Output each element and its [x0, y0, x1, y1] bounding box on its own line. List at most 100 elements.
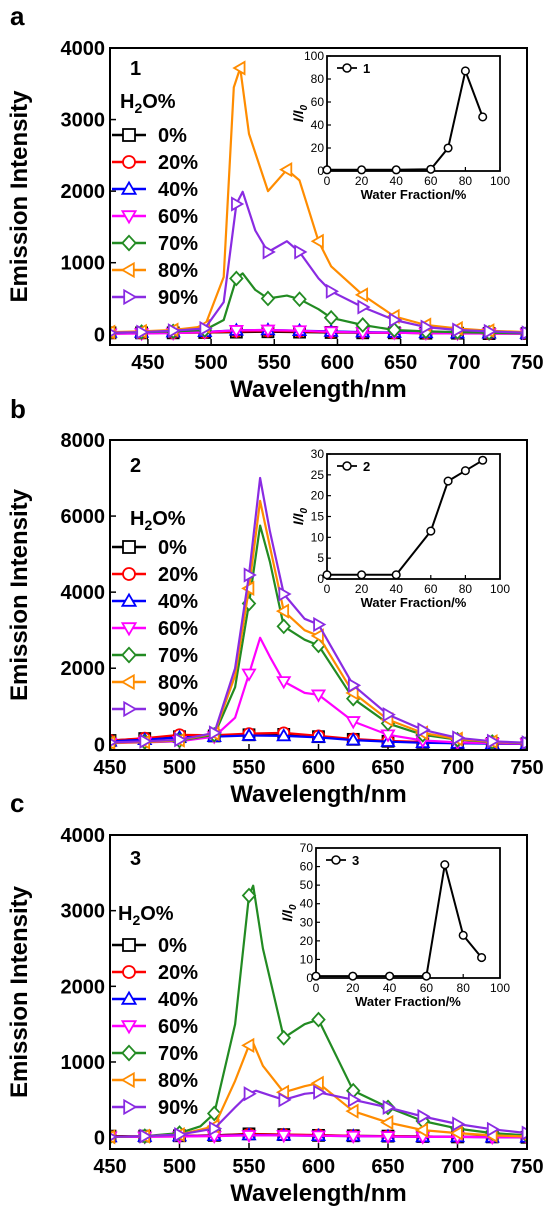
data-point	[323, 326, 339, 340]
x-tick-label: 600	[302, 757, 335, 779]
y-tick-label: 8000	[61, 430, 106, 452]
data-point	[380, 1131, 396, 1145]
data-point	[228, 325, 244, 339]
data-point	[345, 1130, 361, 1144]
legend-title-part: O%	[140, 903, 174, 925]
data-point	[345, 716, 361, 730]
inset-x-tick-label: 60	[424, 174, 438, 188]
inset-data-point	[322, 165, 332, 175]
x-tick-label: 600	[321, 352, 354, 374]
legend-label: 80%	[158, 1070, 198, 1092]
data-point	[452, 1116, 466, 1132]
data-point	[208, 725, 223, 741]
data-point	[310, 628, 324, 644]
y-axis-title: Emission Intensity	[6, 488, 33, 701]
data-point	[279, 162, 293, 178]
x-tick-label: 500	[194, 352, 227, 374]
legend-label: 80%	[158, 260, 198, 282]
data-point	[355, 317, 370, 333]
data-point	[387, 322, 402, 338]
legend-label: 90%	[158, 699, 198, 721]
data-point	[325, 283, 339, 299]
legend-title-part: H	[120, 91, 134, 113]
inset-y-tick-label: 0	[317, 164, 324, 178]
data-point	[276, 1029, 292, 1046]
inset-data-point	[460, 466, 470, 476]
inset-y-tick-label: 0	[306, 971, 313, 985]
legend-item: 70%	[112, 1043, 198, 1065]
legend-marker	[122, 128, 136, 142]
data-point	[241, 1037, 255, 1053]
y-axis-title: Emission Intensity	[6, 885, 33, 1098]
legend-item: 80%	[112, 672, 198, 694]
legend-item: 0%	[112, 125, 187, 147]
legend-label: 70%	[158, 645, 198, 667]
inset-y-axis-title-sub: 0	[299, 507, 310, 513]
data-point	[260, 290, 276, 307]
data-point	[313, 1084, 327, 1100]
legend-marker	[120, 210, 138, 225]
x-tick-label: 450	[93, 757, 126, 779]
inset-y-axis-title-main: I/I	[290, 512, 306, 525]
inset-frame	[326, 55, 501, 172]
inset-data-point	[458, 930, 468, 940]
legend-label: 0%	[158, 935, 187, 957]
inset-data-point	[385, 971, 395, 981]
inset-y-axis-title: I/I0	[290, 507, 310, 525]
data-point	[111, 738, 118, 747]
data-point	[311, 1011, 326, 1028]
data-point	[174, 1127, 188, 1143]
inset-data-point	[426, 526, 436, 536]
data-point	[275, 603, 290, 619]
legend-marker	[122, 155, 136, 169]
legend-label: 20%	[158, 152, 198, 174]
inset-x-tick-label: 40	[390, 174, 404, 188]
x-tick-label: 550	[258, 352, 291, 374]
legend-title-part: H	[118, 903, 132, 925]
legend-marker	[123, 1098, 138, 1116]
x-tick-label: 650	[371, 1156, 404, 1178]
legend-title-subscript: 2	[144, 517, 152, 533]
y-tick-label: 4000	[61, 582, 106, 604]
legend-label: 40%	[158, 591, 198, 613]
legend-title-part: O%	[142, 91, 176, 113]
data-point	[420, 319, 434, 335]
data-point	[262, 244, 276, 260]
data-point	[241, 1130, 257, 1144]
legend-marker	[120, 1020, 138, 1035]
x-tick-label: 450	[131, 352, 164, 374]
data-point	[417, 722, 431, 738]
inset-y-axis-title-main: I/I	[290, 109, 306, 122]
data-point	[449, 1125, 463, 1141]
inset-data-point	[440, 860, 450, 870]
legend-marker	[123, 288, 138, 306]
inset-x-tick-label: 80	[457, 981, 471, 995]
panel-letter: a	[10, 1, 25, 31]
inset-x-axis-title: Water Fraction/%	[355, 994, 461, 1009]
inset-data-point	[443, 476, 453, 486]
data-point	[382, 707, 396, 723]
legend-item: 0%	[112, 935, 187, 957]
legend-item: 60%	[112, 206, 198, 228]
sample-label: 3	[130, 848, 141, 870]
legend-marker	[120, 261, 135, 279]
inset-x-tick-label: 40	[390, 582, 404, 596]
x-tick-label: 550	[232, 1156, 265, 1178]
legend-marker	[123, 700, 138, 718]
data-point	[323, 309, 339, 326]
inset-y-tick-label: 50	[300, 878, 314, 892]
inset-legend-marker	[342, 63, 352, 73]
x-tick-label: 750	[510, 1156, 543, 1178]
data-point	[278, 1092, 292, 1108]
inset-y-tick-label: 20	[300, 934, 314, 948]
legend-title-part: O%	[152, 508, 186, 530]
data-point	[389, 312, 403, 328]
inset-x-tick-label: 100	[490, 174, 510, 188]
inset-y-tick-label: 10	[300, 952, 314, 966]
legend-marker	[120, 622, 138, 637]
data-point	[276, 728, 292, 742]
legend-label: 80%	[158, 672, 198, 694]
legend-label: 70%	[158, 233, 198, 255]
